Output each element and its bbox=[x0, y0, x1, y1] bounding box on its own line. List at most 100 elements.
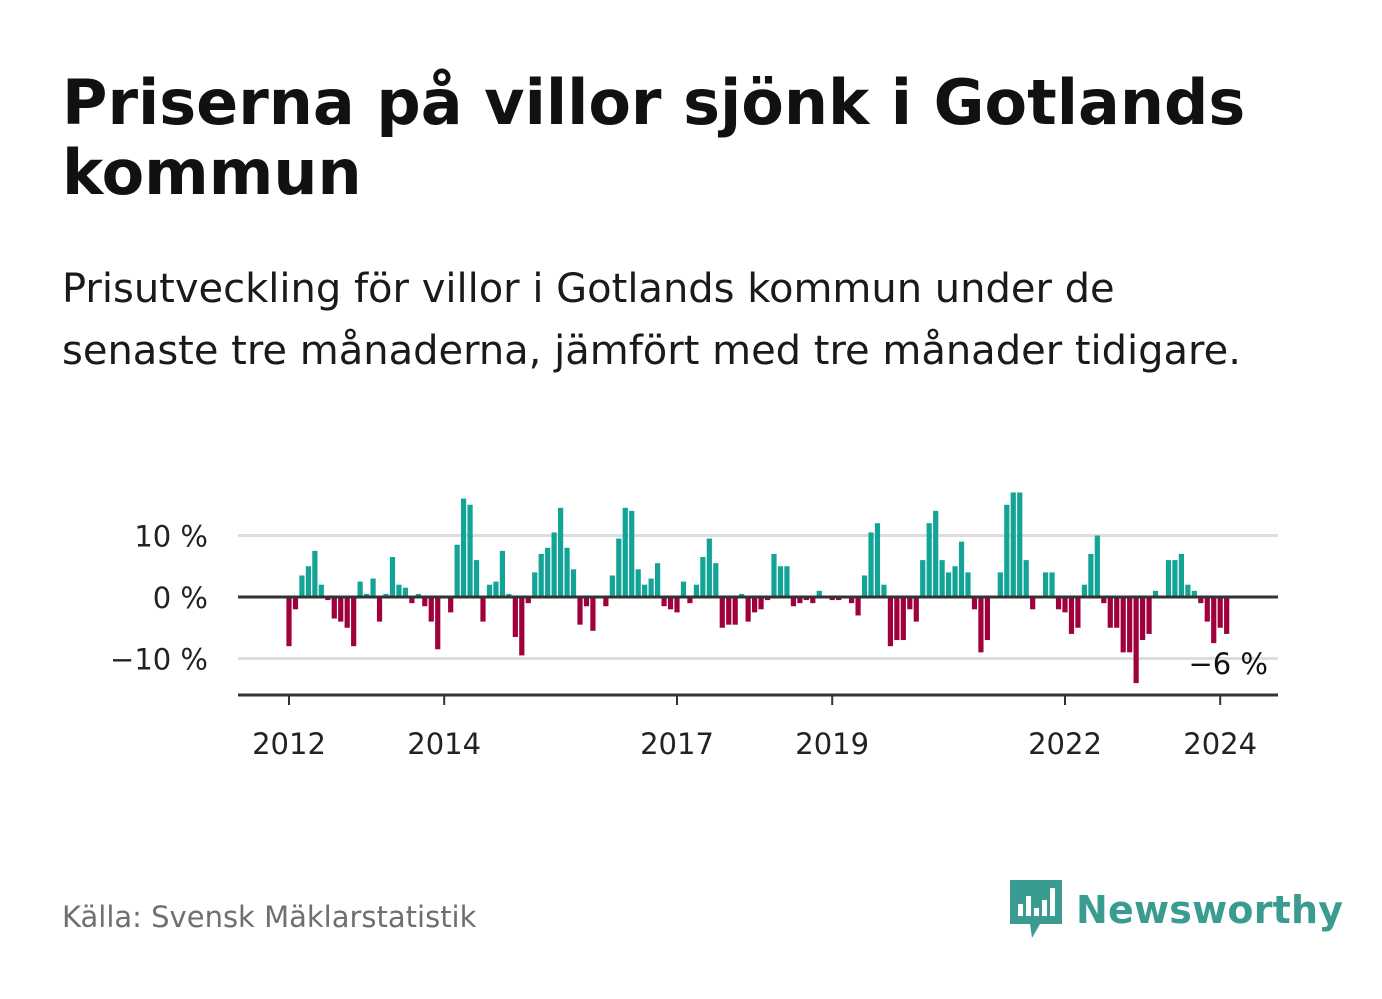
x-tick-label: 2017 bbox=[640, 727, 714, 761]
bar bbox=[829, 597, 835, 601]
bar bbox=[525, 597, 531, 604]
bar bbox=[777, 566, 784, 597]
bar bbox=[1172, 560, 1178, 597]
bar bbox=[803, 597, 809, 601]
bar bbox=[1191, 590, 1197, 597]
bar bbox=[473, 560, 480, 597]
bar bbox=[874, 523, 881, 597]
bar bbox=[952, 566, 958, 597]
bar bbox=[402, 587, 408, 597]
bar bbox=[312, 550, 318, 598]
bar bbox=[499, 550, 505, 598]
bar bbox=[370, 578, 376, 597]
bar bbox=[338, 597, 344, 622]
chart-title: Priserna på villor sjönk i Gotlands komm… bbox=[62, 66, 1246, 209]
bar bbox=[1049, 572, 1055, 597]
bar bbox=[570, 569, 577, 597]
x-tick-label: 2024 bbox=[1183, 727, 1257, 761]
bar bbox=[1017, 492, 1023, 597]
bar bbox=[558, 507, 564, 597]
bar bbox=[486, 584, 493, 597]
bar bbox=[396, 584, 402, 597]
bar bbox=[389, 557, 396, 597]
bar bbox=[855, 597, 861, 616]
brand-name: Newsworthy bbox=[1076, 888, 1344, 932]
bar bbox=[797, 597, 803, 604]
bar bbox=[577, 597, 583, 625]
last-value-label: −6 % bbox=[1188, 647, 1268, 681]
bar bbox=[764, 597, 771, 601]
bar bbox=[674, 597, 680, 613]
bar bbox=[299, 575, 305, 597]
bar bbox=[868, 532, 874, 597]
bar bbox=[661, 597, 667, 607]
bar-chart: 10 % 0 % −10 % 2012 2014 2017 2019 2022 2024 −6… bbox=[110, 492, 1278, 761]
bar bbox=[351, 597, 357, 647]
bar bbox=[564, 547, 570, 597]
bar bbox=[435, 597, 441, 650]
bar bbox=[1178, 553, 1184, 597]
bar bbox=[732, 597, 738, 625]
bar bbox=[978, 597, 984, 653]
bar bbox=[415, 593, 421, 597]
brand-logo: Newsworthy bbox=[1010, 880, 1343, 940]
y-axis-labels: 10 % 0 % −10 % bbox=[110, 520, 208, 677]
bar bbox=[448, 597, 454, 613]
bar bbox=[752, 597, 758, 613]
bar bbox=[680, 581, 687, 598]
bar bbox=[305, 566, 311, 597]
bar bbox=[1120, 597, 1126, 653]
x-tick-label: 2019 bbox=[795, 727, 869, 761]
bar bbox=[648, 578, 654, 597]
bar bbox=[545, 547, 551, 597]
bar bbox=[590, 597, 596, 631]
bar bbox=[939, 560, 945, 597]
bar bbox=[655, 563, 661, 597]
bar bbox=[519, 597, 525, 656]
bar bbox=[926, 523, 932, 597]
bar bbox=[881, 584, 887, 597]
bar bbox=[790, 597, 796, 607]
bar bbox=[461, 498, 467, 597]
bar bbox=[946, 572, 952, 597]
bar bbox=[810, 597, 816, 604]
bar bbox=[286, 597, 292, 647]
bar bbox=[1075, 597, 1081, 628]
bar bbox=[984, 597, 990, 641]
y-tick-label: 0 % bbox=[153, 581, 208, 615]
bar bbox=[849, 597, 855, 604]
bar bbox=[687, 597, 693, 604]
bar bbox=[1146, 597, 1152, 634]
bar bbox=[635, 569, 641, 597]
bar bbox=[292, 597, 299, 610]
bar bbox=[1198, 597, 1204, 604]
bar bbox=[771, 553, 777, 597]
bar bbox=[1211, 597, 1217, 644]
bar bbox=[357, 581, 363, 598]
bar bbox=[331, 597, 337, 619]
bar bbox=[758, 597, 764, 610]
bar bbox=[836, 597, 842, 601]
bar bbox=[467, 504, 473, 597]
bar bbox=[1101, 597, 1107, 604]
bar bbox=[861, 575, 868, 597]
bar bbox=[894, 597, 900, 641]
bar bbox=[1152, 590, 1159, 597]
bar bbox=[1088, 553, 1094, 597]
bar bbox=[551, 532, 557, 597]
bar bbox=[428, 597, 434, 622]
bar bbox=[642, 584, 648, 597]
bar bbox=[1068, 597, 1075, 634]
bar bbox=[700, 557, 706, 597]
bar bbox=[1004, 504, 1010, 597]
bar bbox=[512, 597, 518, 637]
bar bbox=[454, 544, 460, 597]
bar bbox=[784, 566, 790, 597]
bar bbox=[1204, 597, 1210, 622]
bar bbox=[713, 563, 719, 597]
y-tick-label: 10 % bbox=[134, 520, 208, 554]
bar bbox=[383, 593, 389, 597]
bar bbox=[364, 593, 370, 597]
x-tick-label: 2022 bbox=[1028, 727, 1102, 761]
bar bbox=[318, 584, 324, 597]
